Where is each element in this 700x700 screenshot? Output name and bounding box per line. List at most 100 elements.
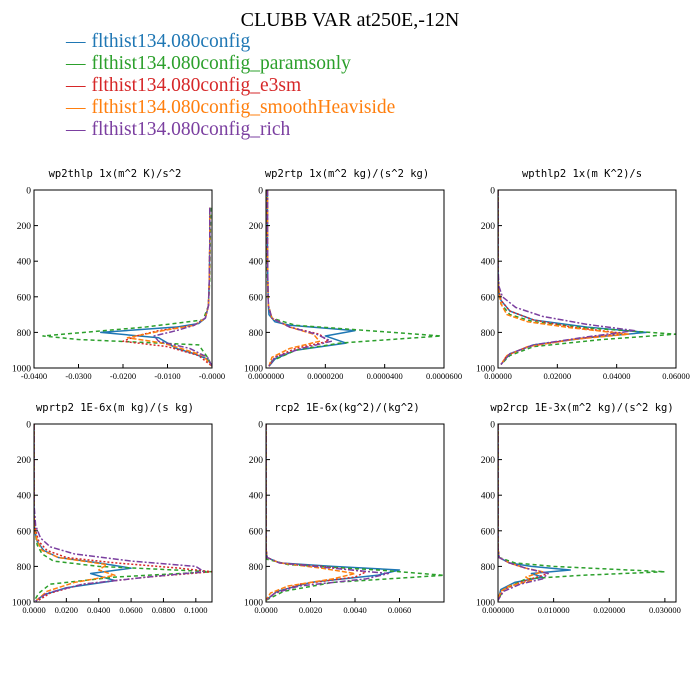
y-tick-label: 1000 (244, 599, 263, 609)
panel-plot: 0 200 400 600 800 10000.0000 0.0020 0.0040 0.006… (244, 421, 445, 615)
series-line-1 (498, 190, 676, 365)
legend-dash-icon: — (66, 119, 86, 140)
legend-label: flthist134.080config_e3sm (91, 75, 302, 96)
y-tick-label: 600 (17, 527, 32, 537)
x-tick-label: 0.020000 (593, 605, 625, 615)
x-tick-label: 0.0000 (22, 605, 45, 615)
panel-wp2thlp: wp2thlp 1x(m^2 K)/s^2 0 200 400 600 800 1000 -0… (0, 168, 230, 381)
legend-label: flthist134.080config_paramsonly (91, 53, 351, 74)
legend-item: — flthist134.080config_e3sm (66, 75, 395, 97)
x-tick-label: 0.0020 (299, 605, 322, 615)
series-line-0 (498, 424, 572, 601)
legend-dash-icon: — (66, 53, 86, 74)
series-line-1 (266, 424, 444, 601)
series-line-2 (266, 190, 330, 367)
x-tick-label: 0.030000 (649, 605, 681, 615)
y-tick-label: 0 (258, 187, 263, 197)
series-line-4 (266, 190, 333, 367)
y-tick-label: 600 (249, 293, 264, 303)
series-line-4 (34, 424, 205, 602)
plot-frame (33, 423, 213, 603)
legend-dash-icon: — (66, 75, 86, 96)
series-line-4 (153, 207, 212, 367)
y-tick-label: 1000 (12, 365, 31, 375)
y-tick-label: 400 (17, 492, 32, 502)
panel-wprtp2: wprtp2 1E-6x(m kg)/(s kg) 0 200 400 600 800 10… (0, 402, 230, 616)
y-tick-label: 1000 (476, 365, 495, 375)
y-tick-label: 600 (17, 293, 32, 303)
y-tick-label: 800 (17, 329, 32, 339)
y-tick-label: 800 (249, 563, 264, 573)
y-tick-label: 200 (17, 456, 32, 466)
y-tick-label: 800 (481, 329, 496, 339)
series-line-0 (266, 190, 356, 367)
legend: — flthist134.080config — flthist134.080conf… (66, 31, 395, 141)
y-tick-label: 800 (481, 563, 496, 573)
legend-label: flthist134.080config_smoothHeaviside (91, 97, 396, 118)
x-tick-label: 0.0000200 (307, 371, 343, 381)
x-tick-label: 0.0000400 (367, 371, 403, 381)
plot-frame (265, 189, 445, 369)
panel-title: wp2rcp 1E-3x(m^2 kg)/(s^2 kg) (490, 402, 674, 414)
x-tick-label: -0.0400 (21, 371, 47, 381)
y-tick-label: 600 (481, 293, 496, 303)
x-tick-label: 0.0060 (388, 605, 411, 615)
series-line-1 (498, 424, 666, 601)
x-tick-label: 0.0600 (119, 605, 142, 615)
x-tick-label: 0.0000000 (248, 371, 284, 381)
plot-frame (497, 189, 677, 369)
y-tick-label: 0 (490, 187, 495, 197)
series-line-3 (34, 424, 116, 602)
legend-dash-icon: — (66, 31, 86, 52)
series-line-4 (498, 424, 549, 601)
plot-frame (265, 423, 445, 603)
y-tick-label: 400 (17, 258, 32, 268)
panel-rcp2: rcp2 1E-6x(kg^2)/(kg^2) 0 200 400 600 800 1000… (232, 402, 462, 616)
x-tick-label: -0.0100 (154, 371, 180, 381)
x-tick-label: 0.0200 (55, 605, 78, 615)
y-tick-label: 800 (17, 563, 32, 573)
panel-title: wprtp2 1E-6x(m kg)/(s kg) (35, 402, 195, 414)
panel-plot: 0 200 400 600 800 10000.000000 0.010000 0.02000… (476, 421, 681, 616)
x-tick-label: -0.0200 (110, 371, 136, 381)
x-tick-label: 0.04000 (603, 371, 631, 381)
y-tick-label: 800 (249, 329, 264, 339)
series-line-2 (498, 190, 624, 365)
x-tick-label: 0.00000 (484, 371, 512, 381)
series-line-1 (34, 424, 212, 602)
y-tick-label: 1000 (476, 599, 495, 609)
series-line-4 (498, 190, 636, 365)
y-tick-label: 0 (258, 421, 263, 431)
series-line-0 (266, 424, 401, 601)
y-tick-label: 600 (249, 527, 264, 537)
panel-title: wpthlp2 1x(m K^2)/s (521, 168, 643, 180)
y-tick-label: 200 (481, 456, 496, 466)
panel-plot: 0 200 400 600 800 10000.00000 0.02000 0.04000 0.… (476, 187, 690, 382)
panel-wp2rtp: wp2rtp 1x(m^2 kg)/(s^2 kg) 0 200 400 600 800 1… (232, 168, 462, 382)
legend-item: — flthist134.080config (66, 31, 395, 53)
x-tick-label: 0.000000 (482, 605, 514, 615)
x-tick-label: -0.0300 (65, 371, 91, 381)
legend-item: — flthist134.080config_rich (66, 119, 395, 141)
panel-plot: 0 200 400 600 800 10000.0000000 0.0000200 0.000… (244, 187, 462, 382)
series-line-0 (498, 190, 648, 365)
series-line-3 (498, 424, 544, 601)
legend-label: flthist134.080config_rich (91, 119, 291, 140)
x-tick-label: 0.0000600 (426, 371, 462, 381)
panel-title: rcp2 1E-6x(kg^2)/(kg^2) (274, 402, 420, 414)
x-tick-label: 0.0800 (152, 605, 175, 615)
panel-wpthlp2: wpthlp2 1x(m K^2)/s 0 200 400 600 800 1000 0.00… (464, 168, 700, 382)
series-line-4 (266, 424, 390, 601)
y-tick-label: 0 (490, 421, 495, 431)
y-tick-label: 0 (26, 421, 31, 431)
panel-wp2rcp: wp2rcp 1E-3x(m^2 kg)/(s^2 kg) 0 200 400 600 8… (464, 402, 700, 616)
y-tick-label: 200 (249, 456, 264, 466)
y-tick-label: 400 (249, 258, 264, 268)
y-tick-label: 200 (249, 222, 264, 232)
y-tick-label: 1000 (12, 599, 31, 609)
legend-dash-icon: — (66, 97, 86, 118)
series-line-3 (266, 190, 321, 367)
y-tick-label: 0 (26, 187, 31, 197)
x-tick-label: 0.0000 (254, 605, 277, 615)
y-tick-label: 400 (481, 258, 496, 268)
